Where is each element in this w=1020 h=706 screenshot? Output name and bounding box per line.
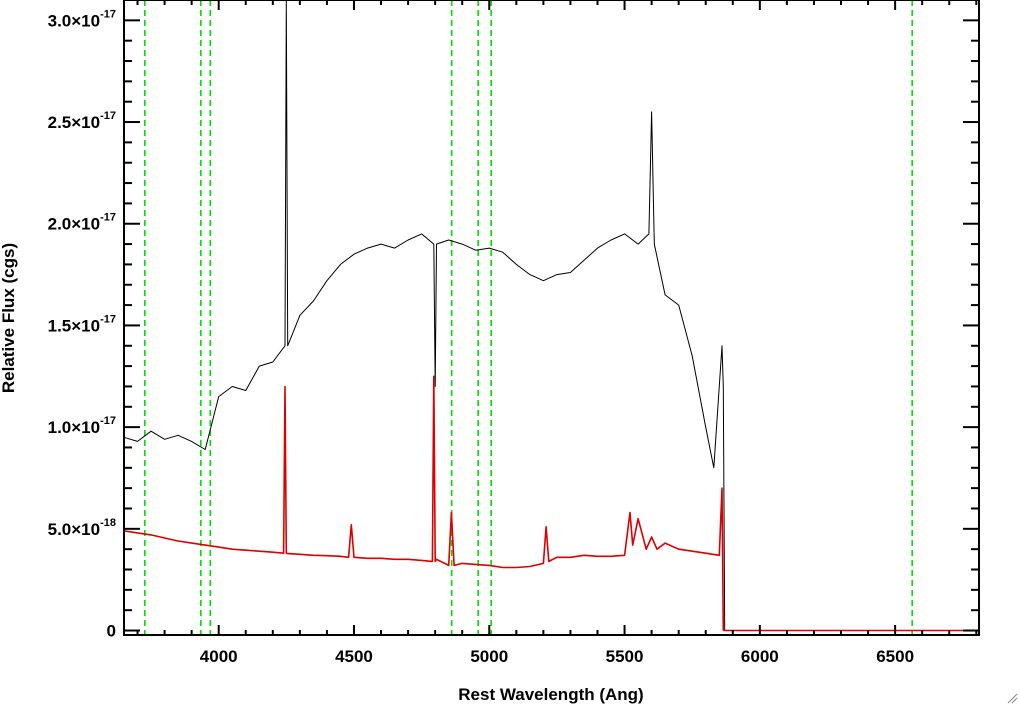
series-line-0 — [123, 0, 726, 631]
x-tick-label: 4500 — [335, 647, 373, 666]
axis-ticks — [124, 0, 979, 635]
y-tick-labels: 0 5.0×10-18 1.0×10-17 1.5×10-17 2.0×10-17 2.5… — [48, 8, 116, 640]
y-tick-label: 5.0×10-18 — [48, 517, 116, 539]
series-line-1 — [123, 375, 725, 631]
x-axis-title: Rest Wavelength (Ang) — [458, 685, 643, 704]
y-tick-label: 2.5×10-17 — [48, 110, 116, 132]
x-tick-label: 5000 — [470, 647, 508, 666]
x-tick-label: 5500 — [606, 647, 644, 666]
y-axis-title: Relative Flux (cgs) — [0, 243, 18, 393]
y-tick-label: 2.0×10-17 — [48, 212, 116, 234]
y-tick-label: 0 — [107, 622, 116, 641]
emission-line-markers — [144, 0, 913, 635]
x-tick-label: 6500 — [876, 647, 914, 666]
spectrum-series — [123, 0, 979, 632]
y-tick-label: 1.5×10-17 — [48, 313, 116, 335]
x-tick-label: 6000 — [741, 647, 779, 666]
y-tick-label: 1.0×10-17 — [48, 415, 116, 437]
x-tick-label: 4000 — [200, 647, 238, 666]
x-tick-labels: 4000 4500 5000 5500 6000 6500 — [200, 647, 914, 666]
resize-grip-icon[interactable] — [1006, 692, 1018, 704]
plot-frame — [123, 0, 980, 636]
y-tick-label: 3.0×10-17 — [48, 8, 116, 30]
